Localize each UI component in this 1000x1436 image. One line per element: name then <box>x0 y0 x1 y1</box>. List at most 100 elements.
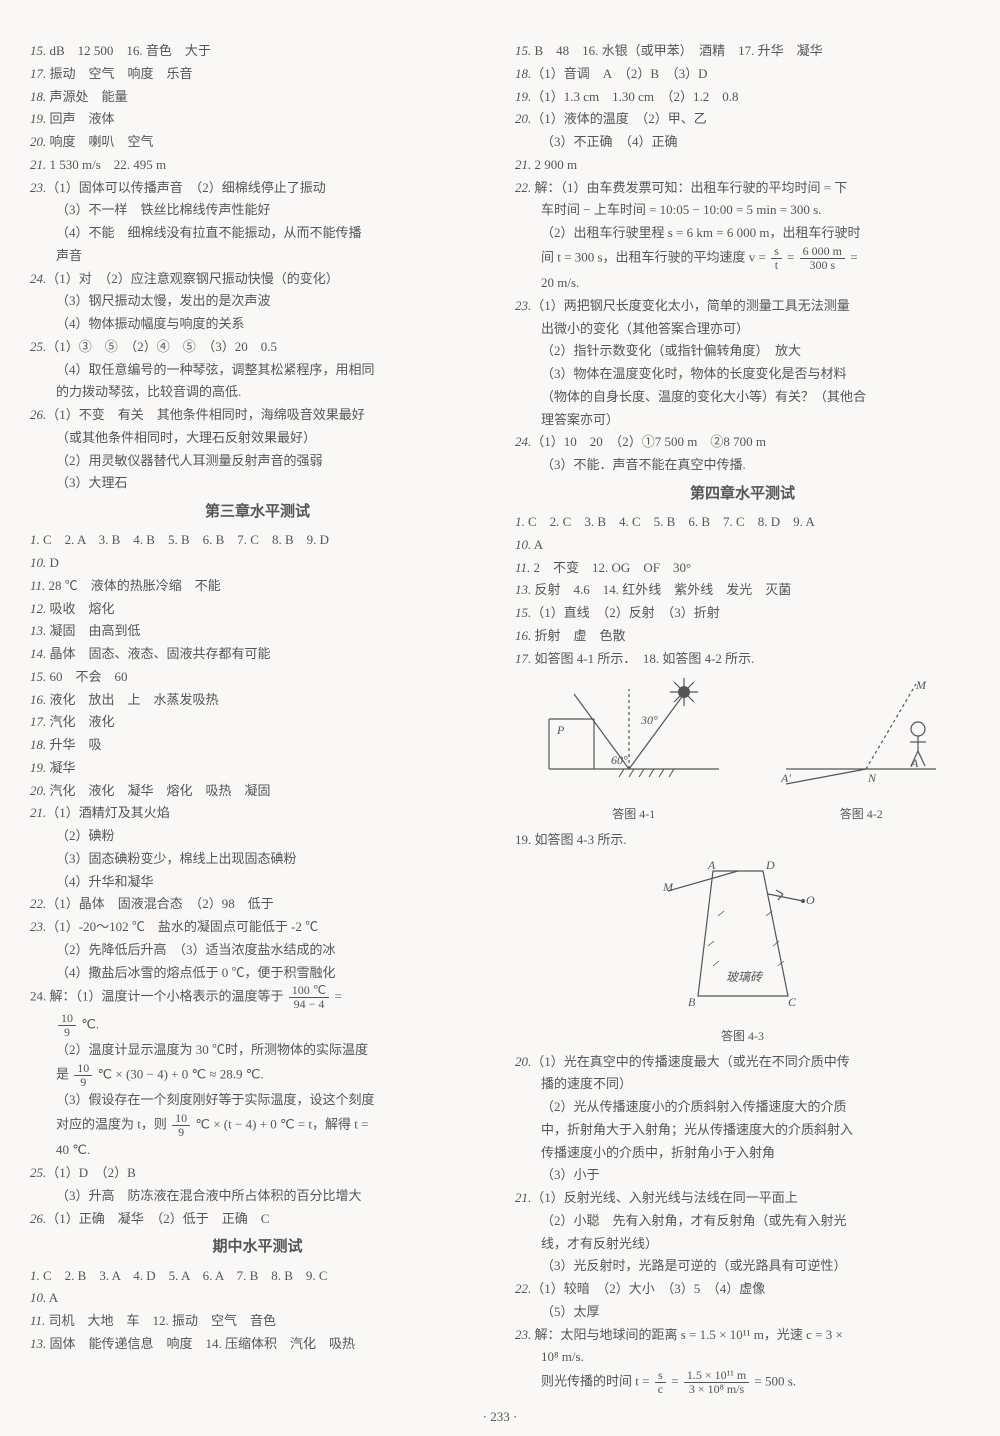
fig41-caption: 答图 4-1 <box>539 804 729 825</box>
q24-line-g: 40 ℃. <box>30 1139 485 1162</box>
right-column: 15. B 48 16. 水银（或甲苯） 酒精 17. 升华 凝华18.（1）音… <box>515 40 970 1400</box>
svg-text:A: A <box>707 858 716 872</box>
q24-line-a: 24. 解：（1）温度计一个小格表示的温度等于 100 ℃ 94 − 4 = <box>30 984 485 1011</box>
q22-pre: 间 t = 300 s，出租车行驶的平均速度 v = <box>541 249 769 264</box>
text-line: 理答案亦可） <box>515 409 970 432</box>
q22-post: = <box>850 249 857 264</box>
text-line: 23.（1）固体可以传播声音 （2）细棉线停止了振动 <box>30 177 485 200</box>
text-line: （3）固态碘粉变少，棉线上出现固态碘粉 <box>30 848 485 871</box>
svg-text:C: C <box>788 995 797 1009</box>
right-block-3: 1. C 2. C 3. B 4. C 5. B 6. B 7. C 8. D … <box>515 511 970 670</box>
q24-line-e: （3）假设存在一个刻度刚好等于实际温度，设这个刻度 <box>30 1089 485 1112</box>
q24-line-f: 对应的温度为 t，则 10 9 ℃ × (t − 4) + 0 ℃ = t，解得… <box>30 1112 485 1139</box>
q24f-post: ℃ × (t − 4) + 0 ℃ = t，解得 t = <box>195 1117 368 1132</box>
text-line: 19. 回声 液体 <box>30 108 485 131</box>
svg-text:玻璃砖: 玻璃砖 <box>726 970 764 984</box>
text-line: 声音 <box>30 245 485 268</box>
section-title-mid: 期中水平测试 <box>30 1234 485 1260</box>
q23-mid: = <box>671 1374 682 1389</box>
q23-pre: 则光传播的时间 t = <box>541 1374 653 1389</box>
text-line: 18. 声源处 能量 <box>30 86 485 109</box>
q24-line-d: 是 10 9 ℃ × (30 − 4) + 0 ℃ ≈ 28.9 ℃. <box>30 1062 485 1089</box>
right-block-4: 20.（1）光在真空中的传播速度最大（或光在不同介质中传播的速度不同）（2）光从… <box>515 1051 970 1370</box>
svg-text:N: N <box>867 771 877 785</box>
text-line: 中，折射角大于入射角；光从传播速度大的介质斜射入 <box>515 1119 970 1142</box>
text-line: 16. 液化 放出 上 水蒸发吸热 <box>30 689 485 712</box>
text-line: （或其他条件相同时，大理石反射效果最好） <box>30 427 485 450</box>
text-line: 23.（1）两把钢尺长度变化太小，简单的测量工具无法测量 <box>515 295 970 318</box>
fig42-caption: 答图 4-2 <box>776 804 946 825</box>
text-line: 11. 28 ℃ 液体的热胀冷缩 不能 <box>30 575 485 598</box>
text-line: （4）不能 细棉线没有拉直不能振动，从而不能传播 <box>30 222 485 245</box>
diagram-row-2: A D B C M O 玻璃砖 答图 <box>515 856 970 1047</box>
text-line: 10. A <box>30 1287 485 1310</box>
text-line: （2）用灵敏仪器替代人耳测量反射声音的强弱 <box>30 450 485 473</box>
text-line: （3）钢尺振动太慢，发出的是次声波 <box>30 290 485 313</box>
q24f-frac: 10 9 <box>172 1112 190 1139</box>
text-line: 17. 振动 空气 响度 乐音 <box>30 63 485 86</box>
text-line: 15. 60 不会 60 <box>30 666 485 689</box>
text-line: （物体的自身长度、温度的变化大小等）有关？（其他合 <box>515 386 970 409</box>
left-block-4: 1. C 2. B 3. A 4. D 5. A 6. A 7. B 8. B … <box>30 1265 485 1356</box>
q24-line-c: （2）温度计显示温度为 30 ℃时，所测物体的实际温度 <box>30 1039 485 1062</box>
text-line: 22. 解：（1）由车费发票可知：出租车行驶的平均时间 = 下 <box>515 177 970 200</box>
diagram-4-3-svg: A D B C M O 玻璃砖 <box>658 856 828 1016</box>
q23-post: = 500 s. <box>754 1374 796 1389</box>
text-line: 21.（1）反射光线、入射光线与法线在同一平面上 <box>515 1187 970 1210</box>
text-line: 19. 凝华 <box>30 757 485 780</box>
text-line: 23.（1）-20～102 ℃ 盐水的凝固点可能低于 -2 ℃ <box>30 916 485 939</box>
svg-text:A': A' <box>780 771 791 785</box>
text-line: 16. 折射 虚 色散 <box>515 625 970 648</box>
q23-f2: 1.5 × 10¹¹ m 3 × 10⁸ m/s <box>684 1369 749 1396</box>
q22-end: 20 m/s. <box>515 272 970 295</box>
left-block-3: 25.（1）D （2）B（3）升高 防冻液在混合液中所占体积的百分比增大26.（… <box>30 1162 485 1230</box>
q24a-frac: 100 ℃ 94 − 4 <box>289 984 329 1011</box>
q24f-pre: 对应的温度为 t，则 <box>56 1117 167 1132</box>
left-block-2: 1. C 2. A 3. B 4. B 5. B 6. B 7. C 8. B … <box>30 529 485 984</box>
text-line: （4）撒盐后冰雪的熔点低于 0 ℃，便于积雪融化 <box>30 962 485 985</box>
text-line: （3）光反射时，光路是可逆的（或光路具有可逆性） <box>515 1255 970 1278</box>
text-line: 15.（1）直线 （2）反射 （3）折射 <box>515 602 970 625</box>
diagram-row-1: P 60° 30° <box>515 674 970 825</box>
svg-text:M: M <box>662 880 674 894</box>
q24a-post: = <box>335 989 342 1004</box>
svg-text:O: O <box>806 893 815 907</box>
text-line: 26.（1）正确 凝华 （2）低于 正确 C <box>30 1208 485 1231</box>
q24a-pre: 24. 解：（1）温度计一个小格表示的温度等于 <box>30 989 284 1004</box>
text-line: 10. D <box>30 552 485 575</box>
q24d-post: ℃ × (30 − 4) + 0 ℃ ≈ 28.9 ℃. <box>98 1066 264 1081</box>
text-line: 20.（1）光在真空中的传播速度最大（或光在不同介质中传 <box>515 1051 970 1074</box>
diagram-4-3: A D B C M O 玻璃砖 答图 <box>658 856 828 1047</box>
q23-f1: s c <box>655 1369 666 1396</box>
text-line: 14. 晶体 固态、液态、固液共存都有可能 <box>30 643 485 666</box>
text-line: 23. 解：太阳与地球间的距离 s = 1.5 × 10¹¹ m，光速 c = … <box>515 1324 970 1347</box>
q24b-frac: 10 9 <box>58 1012 76 1039</box>
text-line: 15. B 48 16. 水银（或甲苯） 酒精 17. 升华 凝华 <box>515 40 970 63</box>
text-line: （4）取任意编号的一种琴弦，调整其松紧程序，用相同 <box>30 359 485 382</box>
text-line: 13. 固体 能传递信息 响度 14. 压缩体积 汽化 吸热 <box>30 1333 485 1356</box>
text-line: 1. C 2. C 3. B 4. C 5. B 6. B 7. C 8. D … <box>515 511 970 534</box>
text-line: 21. 2 900 m <box>515 154 970 177</box>
section-title-ch4: 第四章水平测试 <box>515 481 970 507</box>
text-line: 1. C 2. B 3. A 4. D 5. A 6. A 7. B 8. B … <box>30 1265 485 1288</box>
text-line: 17. 汽化 液化 <box>30 711 485 734</box>
diagram-4-1: P 60° 30° <box>539 674 729 825</box>
text-line: 11. 司机 大地 车 12. 振动 空气 音色 <box>30 1310 485 1333</box>
text-line: 1. C 2. A 3. B 4. B 5. B 6. B 7. C 8. B … <box>30 529 485 552</box>
text-line: 22.（1）晶体 固液混合态 （2）98 低于 <box>30 893 485 916</box>
text-line: （2）先降低后升高 （3）适当浓度盐水结成的冰 <box>30 939 485 962</box>
q24-line-b: 10 9 ℃. <box>30 1012 485 1039</box>
diagram-4-1-svg: P 60° 30° <box>539 674 729 794</box>
q24d-pre: 是 <box>56 1066 69 1081</box>
text-line: 出微小的变化（其他答案合理亦可） <box>515 318 970 341</box>
text-line: （3）升高 防冻液在混合液中所占体积的百分比增大 <box>30 1185 485 1208</box>
text-line: （3）不正确 （4）正确 <box>515 131 970 154</box>
text-line: （3）不一样 铁丝比棉线传声性能好 <box>30 199 485 222</box>
text-line: 24.（1）10 20 （2）①7 500 m ②8 700 m <box>515 431 970 454</box>
text-line: （4）物体振动幅度与响度的关系 <box>30 313 485 336</box>
text-line: 19.（1）1.3 cm 1.30 cm （2）1.2 0.8 <box>515 86 970 109</box>
text-line: 24.（1）对 （2）应注意观察钢尺振动快慢（的变化） <box>30 268 485 291</box>
svg-text:B: B <box>688 995 696 1009</box>
q24d-frac: 10 9 <box>74 1062 92 1089</box>
text-line: （2）光从传播速度小的介质斜射入传播速度大的介质 <box>515 1096 970 1119</box>
